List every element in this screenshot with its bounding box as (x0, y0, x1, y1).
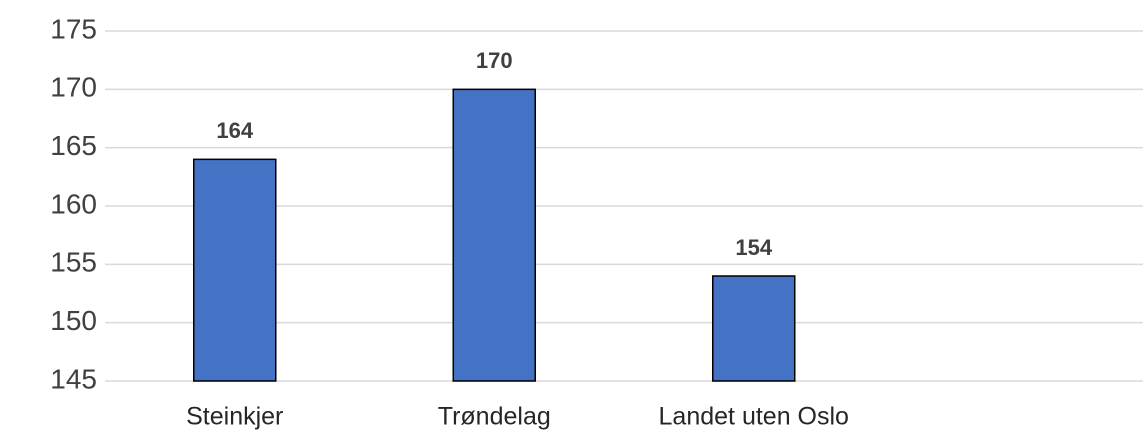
x-tick-label: Landet uten Oslo (659, 403, 849, 431)
y-tick-label: 145 (50, 363, 97, 394)
data-label: 154 (735, 235, 772, 260)
bar (193, 158, 277, 382)
data-label: 164 (216, 118, 253, 143)
y-tick-label: 160 (50, 188, 97, 219)
data-label: 170 (476, 48, 513, 73)
y-tick-label: 175 (50, 13, 97, 44)
y-tick-label: 155 (50, 247, 97, 278)
bar (712, 275, 796, 382)
y-tick-label: 165 (50, 130, 97, 161)
x-tick-label: Steinkjer (186, 403, 283, 431)
bar (452, 88, 536, 382)
y-tick-label: 170 (50, 72, 97, 103)
x-tick-label: Trøndelag (438, 403, 551, 431)
y-tick-label: 150 (50, 305, 97, 336)
